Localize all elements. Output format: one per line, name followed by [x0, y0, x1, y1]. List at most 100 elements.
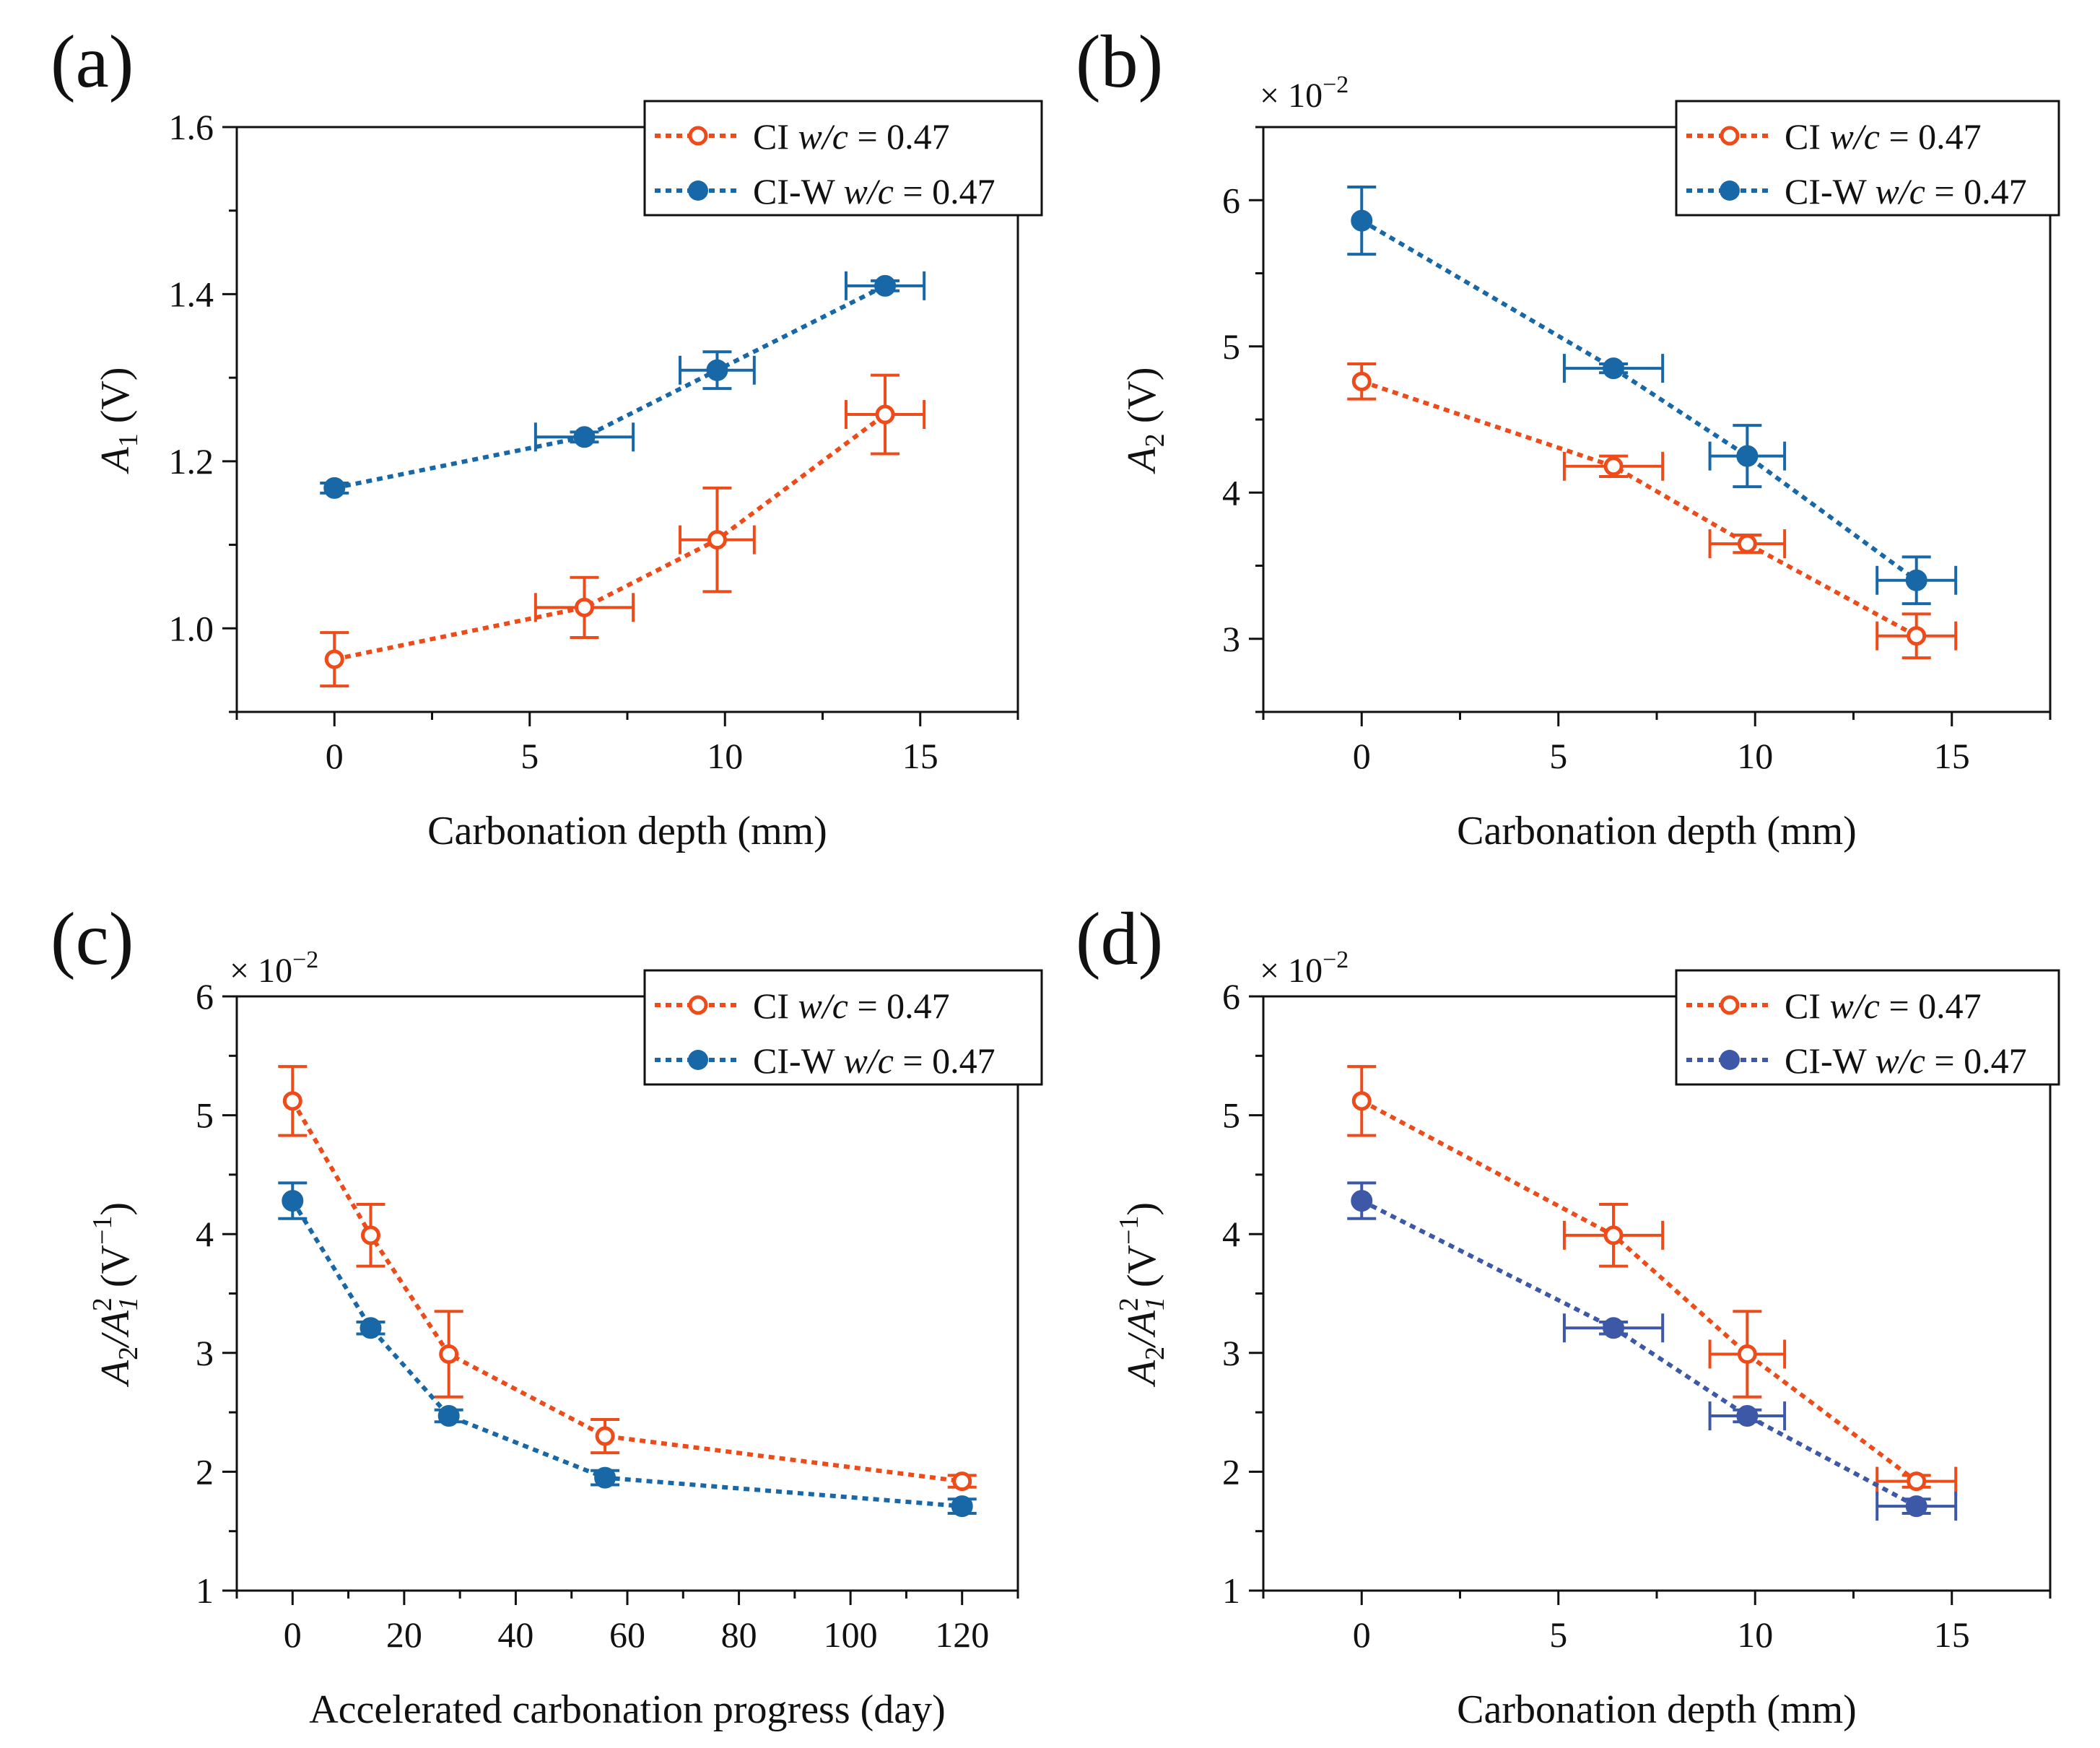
panel-label: (b)	[1076, 20, 1163, 103]
data-point-open	[1603, 456, 1624, 477]
x-tick-label: 80	[721, 1614, 757, 1655]
x-tick-label: 60	[609, 1614, 645, 1655]
legend-frame	[643, 100, 1043, 217]
legend-label: CI-W w/c = 0.47	[1785, 171, 2027, 212]
legend-suffix: = 0.47	[894, 171, 995, 212]
y-axis-label: A2/A12 (V−1)	[87, 1202, 144, 1388]
data-point-open	[574, 597, 594, 617]
y-label-unit: (V)	[93, 368, 138, 434]
legend-italic: w/c	[1875, 1040, 1925, 1081]
legend-suffix: = 0.47	[1925, 1040, 2027, 1081]
legend-label: CI-W w/c = 0.47	[753, 171, 995, 212]
series-line	[334, 412, 886, 662]
y-tick-label: 3	[1222, 619, 1240, 659]
series-line	[1360, 1099, 1918, 1483]
y-tick-label: 1.6	[169, 107, 214, 147]
y-tick-label: 3	[1222, 1333, 1240, 1373]
y-label-var: A	[1120, 446, 1164, 474]
y-label-var: A	[93, 446, 138, 474]
chart-panel-a: 0 5 10 15 1.0 1.2 1.4 1.6 Carbonation depth (mm)…	[51, 20, 1043, 853]
legend-prefix: CI	[753, 116, 798, 157]
legend-marker-filled	[688, 181, 708, 201]
multiplier-exponent: −2	[1323, 947, 1349, 973]
x-tick-label: 100	[824, 1614, 878, 1655]
x-tick-label: 10	[1737, 1614, 1773, 1655]
x-tick-label: 120	[935, 1614, 989, 1655]
legend-frame	[643, 969, 1043, 1086]
data-point-filled	[1736, 445, 1759, 467]
legend-item-ci-w: CI-W w/c = 0.47	[1686, 1040, 2027, 1081]
series-line	[290, 1199, 962, 1509]
legend-item-ci: CI w/c = 0.47	[655, 986, 950, 1026]
series-line	[1361, 379, 1918, 638]
y-tick-label: 4	[1222, 1214, 1240, 1254]
y-tick-label: 1	[1222, 1570, 1240, 1611]
data-point-filled	[437, 1405, 460, 1427]
x-tick-label: 5	[1549, 1614, 1567, 1655]
data-point-open	[439, 1344, 459, 1364]
x-tick-label: 10	[707, 736, 743, 776]
legend-italic: w/c	[1875, 171, 1925, 212]
y-tick-label: 6	[196, 976, 214, 1017]
data-point-open	[1351, 371, 1372, 391]
y-label-unit: (V	[93, 1245, 138, 1297]
data-point-open	[282, 1091, 302, 1111]
y-tick-label: 6	[1222, 180, 1240, 220]
data-point-open	[1603, 1225, 1624, 1245]
legend-prefix: CI-W	[1785, 171, 1875, 212]
data-point-filled	[1905, 569, 1927, 591]
legend-item-ci-w: CI-W w/c = 0.47	[1686, 171, 2027, 212]
y-tick-label: 1	[196, 1570, 214, 1611]
series-line	[1360, 219, 1918, 583]
data-point-open	[324, 649, 344, 669]
data-point-filled	[1351, 1190, 1373, 1212]
y-label-var: A	[93, 1360, 138, 1388]
series-ci-w	[1347, 1181, 1958, 1521]
y-tick-label: 2	[1222, 1451, 1240, 1492]
axis-multiplier: × 10−2	[1260, 947, 1349, 990]
series-line	[290, 1100, 963, 1484]
multiplier-exponent: −2	[1323, 71, 1349, 98]
y-label-unit: (V	[1120, 1245, 1164, 1297]
y-label-mid: /A	[1120, 1310, 1164, 1349]
legend-label: CI w/c = 0.47	[1785, 986, 1982, 1026]
y-axis-label: A2 (V)	[1120, 368, 1170, 475]
x-axis-label: Carbonation depth (mm)	[427, 809, 827, 853]
legend-italic: w/c	[798, 116, 848, 157]
y-tick-label: 1.2	[169, 441, 214, 482]
data-point-filled	[594, 1466, 617, 1489]
y-label-unit-sup: −1	[1114, 1216, 1144, 1245]
y-label-sub: 2	[113, 1347, 144, 1360]
y-label-sub2: 1	[113, 1297, 144, 1310]
y-tick-label: 1.0	[169, 608, 214, 648]
y-label-sup2: 2	[87, 1297, 118, 1311]
legend-prefix: CI	[753, 986, 798, 1026]
legend-label: CI w/c = 0.47	[753, 116, 950, 157]
x-axis-label: Carbonation depth (mm)	[1457, 1687, 1857, 1732]
data-point-filled	[573, 426, 596, 448]
x-tick-label: 0	[326, 736, 344, 776]
legend-label: CI w/c = 0.47	[753, 986, 950, 1026]
legend-italic: w/c	[843, 1040, 893, 1081]
x-axis-label: Accelerated carbonation progress (day)	[309, 1687, 946, 1732]
multiplier-base: × 10	[230, 952, 292, 990]
data-point-filled	[951, 1495, 973, 1518]
legend-prefix: CI-W	[753, 171, 843, 212]
y-tick-label: 5	[1222, 326, 1240, 367]
data-point-open	[875, 404, 895, 425]
legend-marker-filled	[1720, 181, 1740, 201]
legend-marker-filled	[1720, 1050, 1740, 1070]
y-label-mid: /A	[93, 1310, 138, 1349]
x-tick-label: 10	[1737, 736, 1773, 776]
panel-label: (c)	[51, 897, 134, 980]
data-point-filled	[1603, 1317, 1625, 1339]
data-point-open	[952, 1471, 972, 1492]
y-label-sub: 2	[1140, 1347, 1170, 1360]
legend-marker-open	[688, 126, 708, 146]
chart-panel-b: 0 5 10 15 3 4 5 6 Carbonation depth (mm) A2 (V) (b…	[1076, 20, 2060, 853]
y-tick-label: 5	[1222, 1095, 1240, 1136]
series-ci-w	[1347, 186, 1958, 606]
